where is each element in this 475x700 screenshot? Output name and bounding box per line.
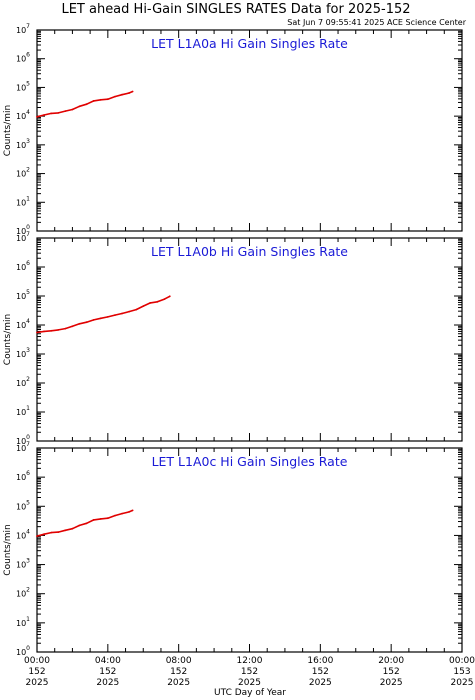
data-point	[163, 298, 166, 300]
data-point	[50, 531, 53, 534]
y-tick-label: 105	[16, 289, 30, 301]
y-tick-label: 103	[16, 347, 30, 359]
y-axis-title: Counts/min	[3, 105, 13, 156]
data-point	[92, 100, 95, 102]
data-point	[99, 98, 102, 101]
x-tick-label: 00:00 153 2025	[449, 656, 475, 688]
y-tick-label: 104	[16, 318, 30, 330]
panel-title: LET L1A0c Hi Gain Singles Rate	[152, 454, 348, 469]
data-point	[85, 103, 88, 106]
x-tick-label: 04:00 152 2025	[95, 656, 121, 688]
y-tick-label: 101	[16, 195, 30, 207]
y-axis-title: Counts/min	[3, 524, 13, 575]
data-point	[43, 114, 45, 116]
timestamp: Sat Jun 7 09:55:41 2025 ACE Science Cent…	[287, 18, 466, 27]
data-point	[92, 319, 95, 321]
y-tick-label: 102	[16, 376, 30, 388]
data-point	[92, 519, 95, 521]
data-point	[114, 95, 116, 98]
data-point	[64, 529, 67, 532]
y-tick-label: 103	[16, 138, 30, 150]
data-point	[121, 93, 123, 96]
plot-frame	[36, 447, 463, 653]
x-axis-labels: 00:00 152 2025 04:00 152 2025 08:00 152 2025 12:0…	[24, 656, 475, 688]
panel-title: LET L1A0a Hi Gain Singles Rate	[151, 36, 348, 51]
data-point	[142, 305, 145, 307]
data-point	[36, 535, 38, 537]
y-tick-label: 105	[16, 80, 30, 92]
y-tick-label: 107	[16, 23, 30, 35]
data-point	[99, 317, 102, 320]
panel-title: LET L1A0b Hi Gain Singles Rate	[151, 244, 348, 259]
y-tick-label: 101	[16, 616, 30, 628]
x-tick-label: 12:00 152 2025	[237, 656, 263, 688]
data-point	[128, 310, 131, 313]
plot-frame	[36, 29, 463, 232]
data-point	[156, 300, 159, 303]
data-point	[64, 110, 67, 112]
y-tick-label: 101	[16, 405, 30, 417]
data-point	[131, 90, 134, 93]
data-point	[128, 92, 131, 94]
data-point	[85, 321, 88, 324]
data-point	[106, 98, 109, 101]
data-point	[121, 512, 123, 515]
y-tick-label: 106	[16, 260, 30, 272]
plot-frame	[36, 237, 463, 442]
data-point	[78, 322, 81, 325]
data-point	[71, 527, 74, 530]
series-line-1	[36, 295, 171, 334]
data-point	[135, 308, 138, 311]
data-point	[36, 115, 38, 118]
data-point	[57, 329, 60, 331]
data-point	[85, 522, 88, 525]
data-point	[99, 518, 102, 520]
x-tick-label: 08:00 152 2025	[166, 656, 192, 688]
data-point	[114, 314, 116, 316]
y-tick-label: 102	[16, 167, 30, 179]
data-point	[114, 514, 116, 517]
data-point	[121, 312, 123, 315]
data-point	[78, 524, 81, 527]
data-point	[71, 108, 74, 111]
data-point	[43, 533, 45, 536]
data-point	[50, 329, 53, 332]
data-point	[168, 295, 171, 298]
data-point	[57, 531, 60, 533]
data-point	[78, 105, 81, 108]
y-tick-label: 105	[16, 499, 30, 511]
data-point	[106, 316, 109, 318]
x-tick-label: 00:00 152 2025	[24, 656, 50, 688]
y-axis-title: Counts/min	[3, 314, 13, 365]
x-tick-label: 20:00 152 2025	[378, 656, 404, 688]
data-point	[71, 325, 74, 328]
figure-title: LET ahead Hi-Gain SINGLES RATES Data for…	[61, 2, 410, 17]
x-axis-title: UTC Day of Year	[214, 688, 286, 698]
y-tick-label: 106	[16, 52, 30, 64]
y-tick-label: 103	[16, 558, 30, 570]
y-tick-label: 102	[16, 587, 30, 599]
y-tick-label: 104	[16, 109, 30, 121]
data-point	[128, 511, 131, 513]
data-point	[43, 330, 45, 333]
data-point	[131, 509, 134, 512]
data-point	[106, 517, 109, 520]
y-tick-label: 104	[16, 528, 30, 540]
data-point	[36, 331, 38, 334]
data-point	[64, 327, 67, 330]
data-point	[57, 112, 60, 114]
y-tick-label: 106	[16, 470, 30, 482]
data-point	[149, 302, 152, 304]
data-point	[50, 112, 53, 115]
x-tick-label: 16:00 152 2025	[307, 656, 333, 688]
